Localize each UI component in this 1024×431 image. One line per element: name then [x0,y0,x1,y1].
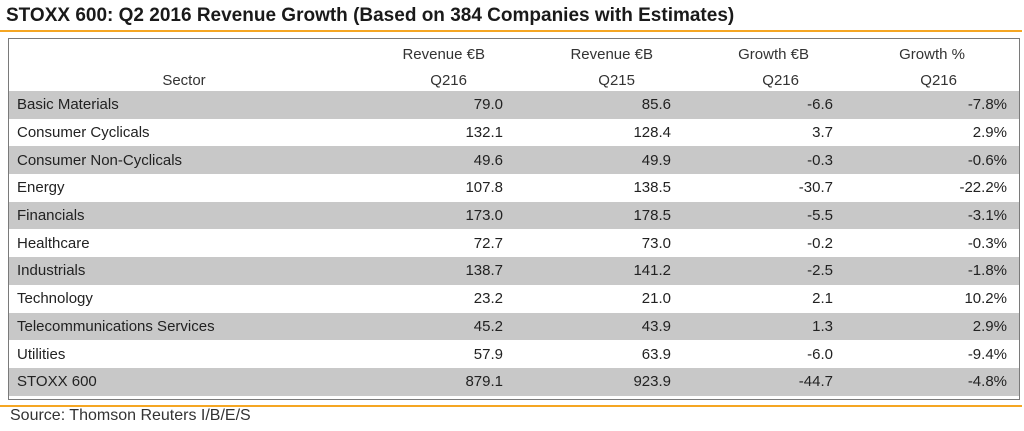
sector-cell: Technology [17,290,93,308]
revenue-q215-cell: 73.0 [641,234,671,252]
table-frame [8,38,1020,400]
header-growth-pct-top: Growth % [899,45,965,63]
growth-pct-cell: -0.6% [857,146,1019,175]
sector-cell: Consumer Non-Cyclicals [9,146,359,175]
table-row: Financials 173.0 178.5 -5.5 -3.1% [9,201,1019,230]
revenue-q216-cell: 45.2 [359,312,527,341]
revenue-q215-cell: 178.5 [527,201,695,230]
growth-pct-cell: 10.2% [964,290,1007,308]
growth-pct-cell: -7.8% [857,91,1019,119]
header-growth-eur-top: Growth €B [738,45,809,63]
header-growth-eur-bottom: Q216 [762,71,799,89]
growth-pct-cell: 2.9% [857,312,1019,341]
growth-eur-cell: -0.3 [695,146,857,175]
growth-eur-cell: -0.2 [807,234,833,252]
revenue-q216-cell: 138.7 [359,257,527,285]
sector-cell: Industrials [9,257,359,285]
table-row: Industrials 138.7 141.2 -2.5 -1.8% [9,257,1019,285]
revenue-q215-cell: 49.9 [527,146,695,175]
table-row: Telecommunications Services 45.2 43.9 1.3 2.… [9,312,1019,341]
growth-pct-cell: -9.4% [967,345,1007,363]
header-sector: Sector [162,72,206,89]
revenue-growth-table: Sector Revenue €B Revenue €B Growth €B G… [9,39,1019,396]
table-row: Energy 107.8 138.5 -30.7 -22.2% [9,174,1019,202]
growth-pct-cell: -22.2% [959,179,1007,197]
header-revenue-q216-bottom: Q216 [430,71,467,89]
revenue-q216-cell: 173.0 [359,201,527,230]
table-row: Consumer Cyclicals 132.1 128.4 3.7 2.9% [9,119,1019,147]
bottom-accent-rule [0,405,1022,407]
growth-pct-cell: -3.1% [857,201,1019,230]
revenue-q216-cell: 57.9 [473,345,503,363]
revenue-q215-cell: 923.9 [527,367,695,396]
revenue-q215-cell: 141.2 [527,257,695,285]
header-revenue-q215-top: Revenue €B [570,45,653,63]
revenue-q216-cell: 79.0 [359,91,527,119]
revenue-q215-cell: 63.9 [641,345,671,363]
table-row: Basic Materials 79.0 85.6 -6.6 -7.8% [9,91,1019,119]
table-body: Basic Materials 79.0 85.6 -6.6 -7.8% Consumer… [9,91,1019,396]
header-revenue-q216-top: Revenue €B [402,45,485,63]
revenue-q216-cell: 132.1 [465,124,503,142]
revenue-q215-cell: 43.9 [527,312,695,341]
sector-cell: Utilities [17,345,66,363]
revenue-q215-cell: 85.6 [527,91,695,119]
sector-cell: Telecommunications Services [9,312,359,341]
growth-eur-cell: -6.0 [807,345,833,363]
table-title: STOXX 600: Q2 2016 Revenue Growth (Based… [6,5,735,26]
header-growth-pct-bottom: Q216 [920,71,957,89]
growth-eur-cell: 3.7 [812,124,833,142]
revenue-q216-cell: 49.6 [359,146,527,175]
revenue-q216-cell: 72.7 [473,234,503,252]
sector-cell: STOXX 600 [9,367,359,396]
table-header: Sector Revenue €B Revenue €B Growth €B G… [9,39,1019,91]
source-note: Source: Thomson Reuters I/B/E/S [10,407,251,424]
sector-cell: Basic Materials [9,91,359,119]
revenue-q215-cell: 138.5 [633,179,671,197]
sector-cell: Energy [17,179,65,197]
growth-pct-cell: -0.3% [967,234,1007,252]
table-row: Utilities 57.9 63.9 -6.0 -9.4% [9,340,1019,368]
revenue-q216-cell: 879.1 [359,367,527,396]
table-row: Consumer Non-Cyclicals 49.6 49.9 -0.3 -0.6% [9,146,1019,175]
revenue-q216-cell: 23.2 [473,290,503,308]
revenue-q215-cell: 21.0 [641,290,671,308]
sector-cell: Healthcare [17,234,90,252]
growth-eur-cell: 2.1 [812,290,833,308]
sector-cell: Consumer Cyclicals [17,124,150,142]
growth-eur-cell: -30.7 [798,179,833,197]
top-accent-rule [0,30,1022,32]
table-row: Healthcare 72.7 73.0 -0.2 -0.3% [9,229,1019,257]
growth-eur-cell: -5.5 [695,201,857,230]
growth-eur-cell: 1.3 [695,312,857,341]
growth-eur-cell: -44.7 [695,367,857,396]
header-revenue-q215-bottom: Q215 [598,71,635,89]
revenue-q216-cell: 107.8 [465,179,503,197]
growth-eur-cell: -6.6 [695,91,857,119]
table-row: Technology 23.2 21.0 2.1 10.2% [9,285,1019,313]
growth-pct-cell: -1.8% [857,257,1019,285]
revenue-q215-cell: 128.4 [633,124,671,142]
growth-pct-cell: 2.9% [972,124,1007,142]
total-row: STOXX 600 879.1 923.9 -44.7 -4.8% [9,367,1019,396]
sector-cell: Financials [9,201,359,230]
growth-eur-cell: -2.5 [695,257,857,285]
growth-pct-cell: -4.8% [857,367,1019,396]
